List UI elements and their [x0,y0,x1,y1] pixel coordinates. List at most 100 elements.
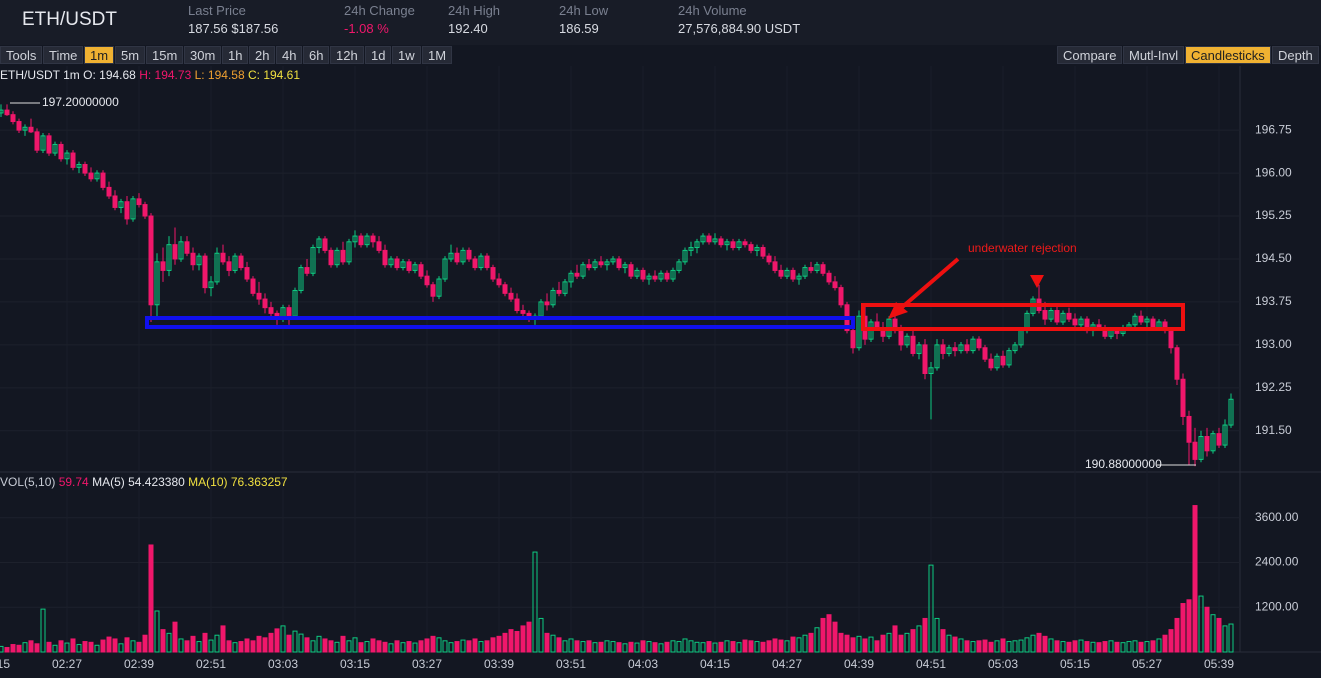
candle-body [670,269,676,280]
candle-body [238,255,244,269]
toolbar-button[interactable]: 5m [115,46,146,64]
candle-body [910,335,916,354]
candle-body [400,261,406,269]
candle-body [520,310,526,314]
candle-body [1222,424,1228,446]
volume-bar [106,636,112,653]
volume-bar [76,644,82,653]
candle-body [676,261,682,271]
stat-label: 24h Volume [678,3,747,18]
volume-bar [1108,640,1114,653]
candle-body [118,201,124,208]
candle-body [628,264,634,277]
stat: 24h Volume 27,576,884.90 USDT [678,3,800,36]
candle-body [640,269,646,280]
volume-bar [790,636,796,653]
toolbar-button[interactable]: Mutl-Invl [1123,46,1185,64]
toolbar-button[interactable]: 1M [422,46,453,64]
volume-legend: VOL(5,10) 59.74 MA(5) 54.423380 MA(10) 7… [0,475,288,489]
volume-bar [892,625,898,653]
volume-bar [1048,638,1054,653]
y-tick-label: 193.00 [1255,337,1292,351]
toolbar-button[interactable]: 2h [249,46,276,64]
candle-body [70,152,76,168]
volume-bar [238,641,244,653]
toolbar-button[interactable]: 1h [222,46,249,64]
candle-body [1000,355,1006,366]
volume-bar [136,641,142,653]
candle-body [268,307,274,314]
x-tick-label: 03:51 [556,657,586,671]
toolbar-button[interactable]: Candlesticks [1185,46,1271,64]
volume-bar [766,640,772,653]
ma10-value: 76.363257 [231,475,288,489]
volume-bar [34,643,40,653]
volume-bar [394,640,400,653]
candle-body [148,215,154,306]
candle-body [964,344,970,352]
volume-bar [1060,641,1066,653]
x-tick-label: 02:51 [196,657,226,671]
candle-body [382,249,388,266]
candle-body [916,344,922,354]
toolbar-button[interactable]: Depth [1272,46,1319,64]
candle-body [760,247,766,257]
rejection-box [861,303,1185,331]
candle-body [214,252,220,283]
candle-body [646,275,652,280]
toolbar-button[interactable]: Time [43,46,84,64]
candle-body [82,163,88,174]
toolbar-button[interactable]: 1w [392,46,421,64]
candle-body [838,287,844,306]
volume-bar [1174,617,1180,653]
candle-body [448,252,454,260]
candle-body [160,261,166,271]
candle-body [1216,433,1222,446]
volume-bar [1036,632,1042,653]
candle-body [700,235,706,243]
candle-body [1012,344,1018,352]
volume-bar [616,642,622,653]
volume-bar [430,635,436,653]
candle-body [856,315,862,349]
candle-body [322,238,328,251]
candle-body [580,264,586,277]
candle-body [982,347,988,360]
candle-body [604,261,610,266]
toolbar-button[interactable]: Compare [1057,46,1123,64]
candle-body [1042,310,1048,320]
volume-bar [22,642,28,653]
toolbar-button[interactable]: 1m [84,46,115,64]
volume-bar [544,632,550,653]
volume-bar [1126,641,1132,653]
toolbar-button[interactable]: 1d [365,46,392,64]
candle-body [610,258,616,263]
volume-bar [748,640,754,653]
volume-bar [184,640,190,653]
candle-body [472,258,478,269]
toolbar-button[interactable]: 6h [303,46,330,64]
candle-body [484,255,490,269]
volume-bar [1138,641,1144,653]
toolbar-button[interactable]: 4h [276,46,303,64]
volume-bar [472,638,478,653]
toolbar-button[interactable]: 12h [330,46,364,64]
stat-value: 187.56 $187.56 [188,21,279,36]
candle-body [466,249,472,260]
volume-bar [526,621,532,653]
toolbar-button[interactable]: Tools [0,46,43,64]
toolbar-button[interactable]: 15m [146,46,184,64]
candle-body [778,269,784,277]
volume-bar [352,637,358,653]
x-tick-label: 05:03 [988,657,1018,671]
candle-body [202,255,208,289]
volume-bar [292,630,298,653]
volume-bar [502,632,508,653]
volume-bar [826,614,832,653]
candle-body [58,143,64,160]
volume-bar [112,638,118,653]
candle-body [1078,318,1084,326]
volume-bar [1156,638,1162,653]
toolbar-button[interactable]: 30m [184,46,222,64]
volume-bar [784,640,790,653]
